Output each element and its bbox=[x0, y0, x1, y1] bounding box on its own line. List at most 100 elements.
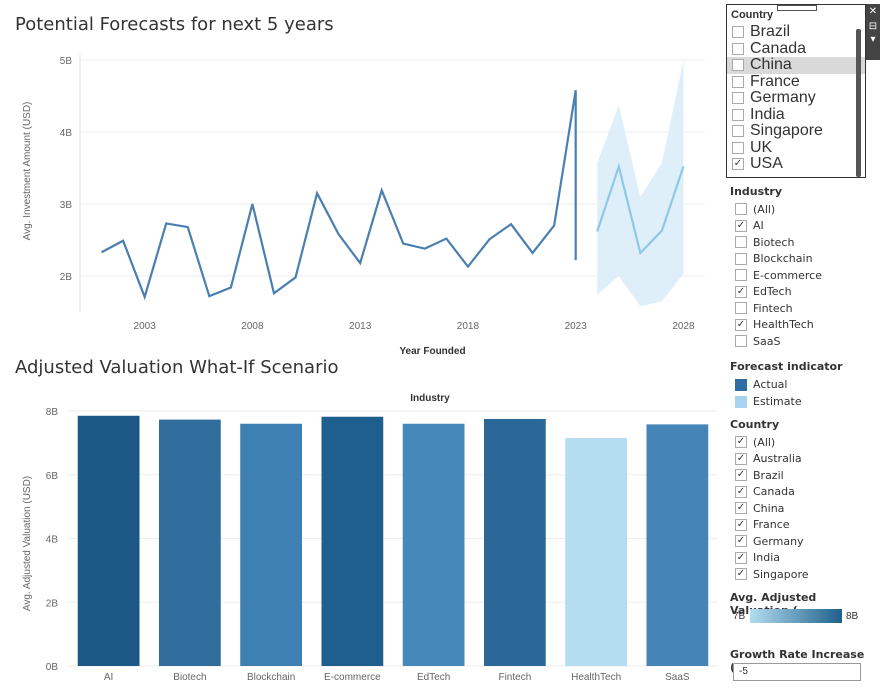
industry-item-label: AI bbox=[753, 219, 764, 233]
country-item[interactable]: Canada bbox=[730, 484, 870, 501]
checkbox[interactable] bbox=[735, 551, 747, 564]
country-popup[interactable]: Country Brazil Canada China France Germany In… bbox=[726, 4, 866, 178]
industry-item[interactable]: AI bbox=[730, 218, 870, 235]
checkbox[interactable] bbox=[732, 92, 744, 105]
close-icon[interactable]: ✕ bbox=[868, 6, 878, 17]
country-popup-item[interactable]: UK bbox=[727, 138, 865, 157]
country-filter-title: Country bbox=[730, 418, 780, 431]
y-tick-label: 4B bbox=[60, 128, 73, 139]
checkbox[interactable] bbox=[735, 269, 747, 282]
country-item[interactable]: Germany bbox=[730, 533, 870, 550]
checkbox[interactable] bbox=[735, 568, 747, 581]
industry-item[interactable]: Blockchain bbox=[730, 251, 870, 268]
country-item[interactable]: China bbox=[730, 500, 870, 517]
popup-side-toolbar[interactable]: ✕ ⊟ ▾ bbox=[866, 4, 880, 60]
country-item[interactable]: Singapore bbox=[730, 566, 870, 583]
country-popup-item-label: China bbox=[750, 56, 792, 74]
country-popup-item[interactable]: India bbox=[727, 105, 865, 124]
industry-item[interactable]: Biotech bbox=[730, 234, 870, 251]
forecast-confidence-band bbox=[597, 60, 684, 307]
forecast-line-chart[interactable]: 2B 3B 4B 5B 2003 2008 2013 2018 2023 2028 Year Fou… bbox=[0, 40, 720, 357]
country-popup-item[interactable]: Singapore bbox=[727, 122, 865, 140]
checkbox[interactable] bbox=[732, 26, 744, 39]
checkbox[interactable] bbox=[732, 42, 744, 55]
growth-rate-input[interactable]: -5 bbox=[733, 663, 861, 681]
industry-item-label: Blockchain bbox=[753, 252, 813, 266]
checkbox[interactable] bbox=[732, 158, 744, 171]
industry-item[interactable]: (All) bbox=[730, 201, 870, 218]
y-tick-label: 2B bbox=[60, 272, 73, 283]
country-popup-item[interactable]: Germany bbox=[727, 89, 865, 107]
country-popup-title: Country bbox=[731, 9, 774, 21]
popup-scrollbar[interactable] bbox=[856, 29, 861, 177]
country-item[interactable]: Brazil bbox=[730, 467, 870, 484]
industry-item[interactable]: Fintech bbox=[730, 300, 870, 317]
country-popup-item-label: Brazil bbox=[750, 23, 791, 41]
country-popup-item[interactable]: Canada bbox=[727, 40, 865, 58]
industry-filter-title: Industry bbox=[730, 185, 783, 198]
popup-drag-handle[interactable] bbox=[777, 5, 817, 11]
checkbox[interactable] bbox=[735, 518, 747, 531]
checkbox[interactable] bbox=[732, 75, 744, 88]
checkbox[interactable] bbox=[735, 203, 747, 216]
chevron-down-icon[interactable]: ▾ bbox=[870, 34, 876, 45]
industry-item[interactable]: EdTech bbox=[730, 284, 870, 301]
industry-filter: Industry (All) AI Biotech Blockchain E-comme… bbox=[730, 185, 870, 350]
x-tick-label: 2028 bbox=[672, 321, 695, 332]
checkbox[interactable] bbox=[732, 108, 744, 121]
country-popup-item[interactable]: China bbox=[727, 56, 865, 74]
checkbox[interactable] bbox=[735, 436, 747, 449]
country-filter: Country (All) Australia Brazil Canada China F… bbox=[730, 418, 870, 583]
x-tick-label: 2003 bbox=[134, 321, 157, 332]
country-popup-item[interactable]: USA bbox=[727, 155, 865, 173]
x-tick-label: 2008 bbox=[241, 321, 264, 332]
bar-header: Industry bbox=[410, 393, 450, 404]
x-tick-label: AI bbox=[104, 672, 113, 683]
industry-item[interactable]: E-commerce bbox=[730, 267, 870, 284]
country-popup-item-label: France bbox=[750, 72, 800, 90]
checkbox[interactable] bbox=[735, 452, 747, 465]
forecast-indicator-list: Actual Estimate bbox=[730, 376, 870, 410]
checkbox[interactable] bbox=[732, 125, 744, 138]
checkbox[interactable] bbox=[735, 252, 747, 265]
industry-item[interactable]: SaaS bbox=[730, 333, 870, 350]
country-item-label: Australia bbox=[753, 452, 802, 466]
checkbox[interactable] bbox=[735, 318, 747, 331]
country-item[interactable]: France bbox=[730, 517, 870, 534]
checkbox[interactable] bbox=[732, 141, 744, 154]
legend-item[interactable]: Estimate bbox=[730, 393, 870, 410]
country-item-label: Brazil bbox=[753, 468, 784, 482]
checkbox[interactable] bbox=[732, 59, 744, 72]
industry-item-label: E-commerce bbox=[753, 268, 822, 282]
checkbox[interactable] bbox=[735, 502, 747, 515]
country-popup-item-label: UK bbox=[750, 138, 773, 156]
filter-icon[interactable]: ⊟ bbox=[868, 21, 878, 32]
country-popup-item-label: Germany bbox=[750, 89, 816, 107]
country-item[interactable]: Australia bbox=[730, 451, 870, 468]
industry-item[interactable]: HealthTech bbox=[730, 317, 870, 334]
valuation-legend-max: 8B bbox=[846, 611, 859, 622]
country-item[interactable]: (All) bbox=[730, 434, 870, 451]
industry-item-label: (All) bbox=[753, 202, 776, 216]
legend-swatch bbox=[735, 395, 747, 408]
bar bbox=[484, 418, 546, 666]
checkbox[interactable] bbox=[735, 236, 747, 249]
bar bbox=[402, 423, 465, 666]
checkbox[interactable] bbox=[735, 469, 747, 482]
checkbox[interactable] bbox=[735, 535, 747, 548]
x-tick-label: Blockchain bbox=[247, 672, 295, 683]
x-tick-label: HealthTech bbox=[571, 672, 621, 683]
legend-item[interactable]: Actual bbox=[730, 376, 870, 393]
x-axis-title: Year Founded bbox=[399, 346, 465, 357]
valuation-bar-chart[interactable]: Industry 0B 2B 4B 6B 8B Avg. Adjusted Valuatio… bbox=[0, 385, 720, 697]
checkbox[interactable] bbox=[735, 485, 747, 498]
checkbox[interactable] bbox=[735, 302, 747, 315]
checkbox[interactable] bbox=[735, 219, 747, 232]
country-popup-item-label: India bbox=[750, 105, 785, 123]
country-popup-item[interactable]: France bbox=[727, 72, 865, 91]
bar bbox=[646, 424, 709, 666]
country-popup-item[interactable]: Brazil bbox=[727, 23, 865, 41]
checkbox[interactable] bbox=[735, 335, 747, 348]
country-item[interactable]: India bbox=[730, 550, 870, 567]
checkbox[interactable] bbox=[735, 285, 747, 298]
